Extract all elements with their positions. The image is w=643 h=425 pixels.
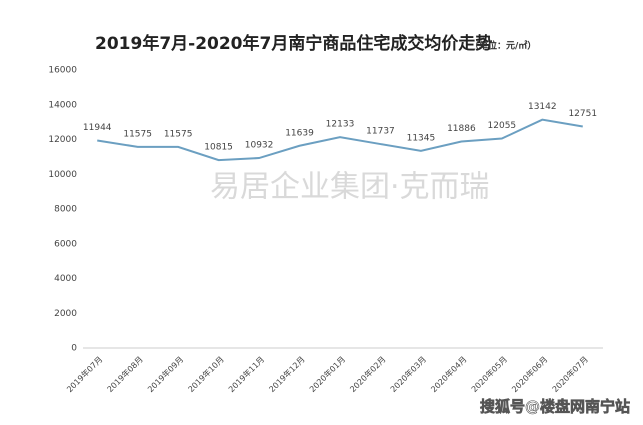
data-label: 11575 — [123, 129, 152, 139]
data-label: 11886 — [447, 124, 476, 134]
data-label: 10815 — [204, 143, 233, 153]
data-label: 11944 — [83, 123, 112, 133]
data-label: 11345 — [407, 133, 436, 143]
x-tick-label: 2019年08月 — [105, 354, 145, 394]
y-tick-label: 10000 — [48, 170, 77, 180]
data-label: 13142 — [528, 102, 557, 112]
x-tick-label: 2020年01月 — [307, 354, 347, 394]
y-tick-label: 8000 — [54, 205, 77, 215]
source-watermark: 搜狐号@楼盘网南宁站 — [480, 398, 630, 416]
x-tick-label: 2019年09月 — [145, 354, 185, 394]
x-tick-label: 2019年11月 — [226, 354, 266, 394]
x-tick-label: 2019年10月 — [186, 354, 226, 394]
chart-title: 2019年7月-2020年7月南宁商品住宅成交均价走势 — [95, 33, 492, 54]
data-label: 12133 — [326, 120, 355, 130]
x-tick-label: 2020年05月 — [469, 354, 509, 394]
y-tick-label: 14000 — [48, 100, 77, 110]
y-tick-label: 16000 — [48, 66, 77, 76]
data-label: 10932 — [245, 141, 274, 151]
y-tick-label: 2000 — [54, 309, 77, 319]
x-tick-label: 2019年07月 — [64, 354, 104, 394]
x-tick-label: 2020年06月 — [510, 354, 550, 394]
data-label: 11737 — [366, 127, 395, 137]
chart-subtitle: （单位：元/㎡） — [470, 40, 536, 52]
y-tick-label: 4000 — [54, 274, 77, 284]
data-label: 11639 — [285, 128, 314, 138]
y-tick-label: 6000 — [54, 239, 77, 249]
x-tick-label: 2020年02月 — [348, 354, 388, 394]
x-tick-label: 2019年12月 — [267, 354, 307, 394]
data-label: 12055 — [488, 121, 517, 131]
data-label: 12751 — [568, 109, 597, 119]
y-tick-label: 12000 — [48, 135, 77, 145]
x-tick-label: 2020年03月 — [388, 354, 428, 394]
x-tick-label: 2020年04月 — [429, 354, 469, 394]
line — [97, 118, 583, 162]
x-tick-label: 2020年07月 — [550, 354, 590, 394]
y-tick-label: 0 — [71, 344, 77, 354]
data-label: 11575 — [164, 129, 193, 139]
watermark: 易居企业集团·克而瑞 — [210, 170, 490, 205]
